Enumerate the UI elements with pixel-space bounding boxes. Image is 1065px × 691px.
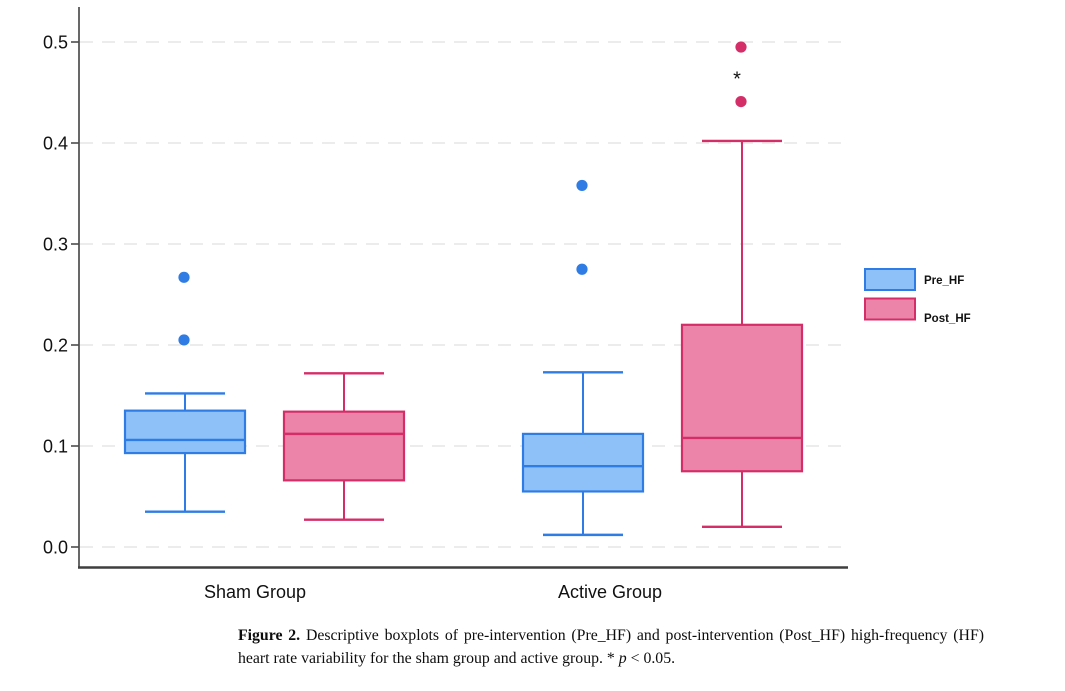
x-group-label-active-group: Active Group	[558, 582, 662, 602]
caption-p-condition: < 0.05.	[626, 650, 676, 667]
figure-caption: Figure 2. Descriptive boxplots of pre-in…	[238, 624, 984, 670]
outlier-dot-active-group-pre-hf	[576, 179, 588, 192]
legend-label-pre_hf: Pre_HF	[924, 275, 964, 287]
box-sham-group-post-hf	[282, 410, 406, 482]
legend-swatch-post_hf	[864, 297, 916, 321]
outlier-dot-sham-group-pre-hf	[178, 334, 190, 346]
legend-label-post_hf: Post_HF	[924, 313, 971, 325]
caption-p-symbol: p	[618, 650, 627, 667]
y-tick-label: 0.4	[43, 134, 68, 154]
legend-swatch-pre_hf	[864, 268, 916, 291]
chart-canvas: 0.0 0.1 0.2 0.3 0.4 0.5 * Sham Group Active Grou…	[43, 7, 971, 602]
outlier-dot-active-group-post-hf	[735, 41, 747, 53]
x-group-label-sham-group: Sham Group	[204, 582, 306, 602]
y-tick-label: 0.1	[43, 437, 68, 457]
significance-star: *	[733, 68, 741, 90]
boxplot-chart: 0.0 0.1 0.2 0.3 0.4 0.5 * Sham Group Active Grou…	[43, 7, 971, 602]
y-tick-label: 0.3	[43, 235, 68, 255]
outlier-dot-active-group-post-hf	[735, 95, 747, 108]
outlier-dot-sham-group-pre-hf	[178, 271, 190, 283]
box-sham-group-pre-hf	[123, 409, 247, 455]
outlier-dot-active-group-pre-hf	[576, 263, 588, 275]
caption-body-text: Descriptive boxplots of pre-intervention…	[238, 627, 984, 667]
caption-figure-label: Figure 2.	[238, 627, 301, 644]
y-tick-label: 0.2	[43, 336, 68, 356]
box-active-group-post-hf	[680, 323, 804, 473]
y-tick-label: 0.0	[43, 538, 68, 558]
y-tick-label: 0.5	[43, 33, 68, 53]
box-active-group-pre-hf	[521, 432, 645, 493]
